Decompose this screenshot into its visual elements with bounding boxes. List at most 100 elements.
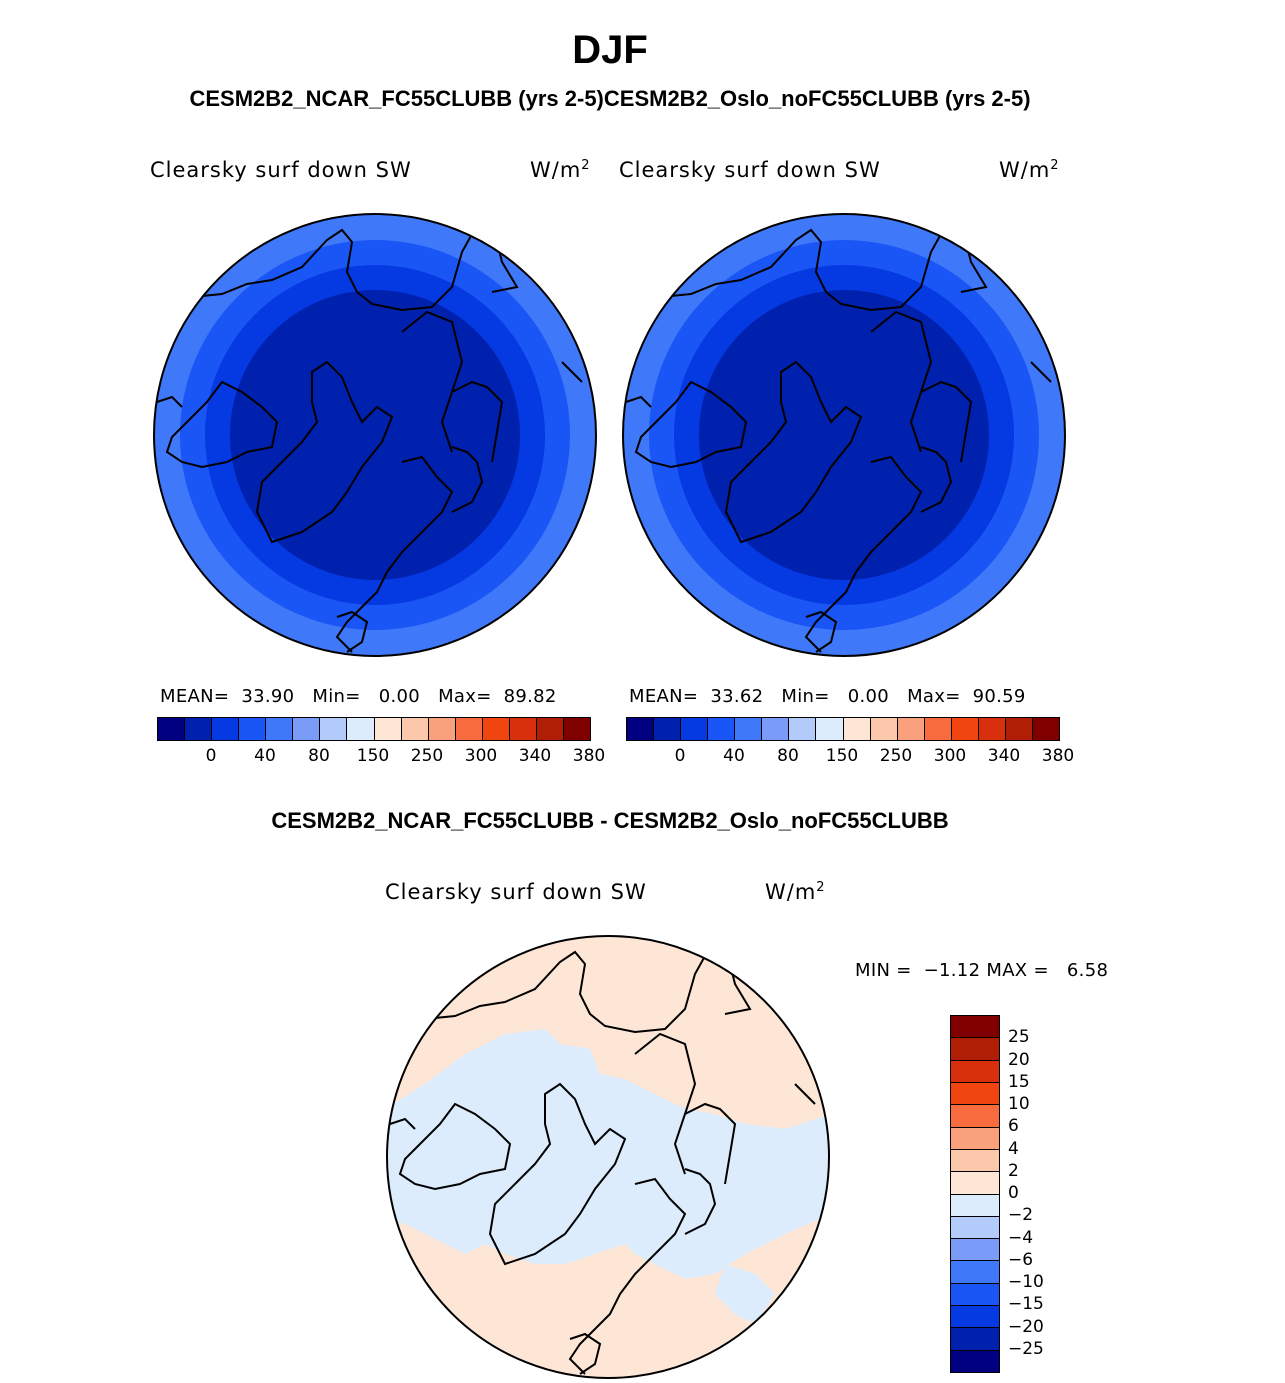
colorbar-swatch (427, 718, 455, 740)
panel1-polar-map (153, 213, 597, 657)
diff-colorbar-tick-label: 6 (1008, 1116, 1019, 1137)
diff-colorbar-swatch (951, 1215, 999, 1239)
colorbar-swatch (238, 718, 266, 740)
colorbar-swatch (869, 718, 897, 740)
difference-polar-map (386, 935, 830, 1379)
diff-colorbar-tick-label: 20 (1008, 1049, 1030, 1070)
diff-colorbar-swatch (951, 1171, 999, 1194)
colorbar-tick-label: 0 (674, 746, 686, 766)
diff-colorbar-swatch (951, 1327, 999, 1350)
panel1-coastlines (156, 228, 583, 653)
diff-colorbar-tick-label: −6 (1008, 1249, 1034, 1270)
colorbar-swatch (1031, 718, 1059, 740)
difference-units: W/m2 (765, 880, 826, 904)
diff-colorbar-swatch (951, 1193, 999, 1216)
panel2-variable-title: Clearsky surf down SW (619, 158, 881, 182)
colorbar-swatch (653, 718, 681, 740)
panel1-min-label: Min= (312, 686, 361, 707)
panel1-mean-value: 33.90 (241, 686, 295, 707)
colorbar-swatch (508, 718, 536, 740)
colorbar-tick-label: 150 (356, 746, 390, 766)
colorbar-swatch (923, 718, 951, 740)
colorbar-tick-label: 380 (572, 746, 606, 766)
colorbar-tick-label: 300 (933, 746, 967, 766)
diff-colorbar-swatch (951, 1081, 999, 1105)
diff-colorbar-swatch (951, 1037, 999, 1060)
panel2-mean-value: 33.62 (710, 686, 764, 707)
colorbar-tick-label: 340 (518, 746, 552, 766)
diff-colorbar-swatch (951, 1238, 999, 1261)
colorbar-swatch (184, 718, 212, 740)
difference-max-label: MAX = (986, 960, 1049, 981)
panel1-max-label: Max= (438, 686, 492, 707)
difference-coastlines (389, 950, 816, 1375)
panel2-band-core (699, 290, 989, 580)
difference-variable-title: Clearsky surf down SW (385, 880, 647, 904)
colorbar-swatch (896, 718, 924, 740)
panel1-min-value: 0.00 (378, 686, 421, 707)
difference-stats: MIN = −1.12 MAX = 6.58 (855, 960, 1108, 981)
figure-subtitle: CESM2B2_NCAR_FC55CLUBB (yrs 2-5)CESM2B2_… (189, 86, 1031, 111)
diff-colorbar-tick-label: −2 (1008, 1205, 1034, 1226)
panel1-band-core (230, 290, 520, 580)
colorbar-swatch (481, 718, 509, 740)
panel2-units-base: W/m (999, 158, 1051, 182)
colorbar-swatch (950, 718, 978, 740)
colorbar-tick-label: 40 (723, 746, 745, 766)
panel1-colorbar (157, 717, 591, 741)
diff-colorbar-tick-label: −15 (1008, 1294, 1044, 1315)
panel1-max-value: 89.82 (503, 686, 557, 707)
diff-colorbar-tick-label: 4 (1008, 1138, 1019, 1159)
diff-colorbar-swatch (951, 1305, 999, 1328)
colorbar-swatch (977, 718, 1005, 740)
colorbar-swatch (373, 718, 401, 740)
colorbar-swatch (788, 718, 816, 740)
colorbar-swatch (1004, 718, 1032, 740)
diff-colorbar-swatch (951, 1148, 999, 1172)
panel1-variable-title: Clearsky surf down SW (150, 158, 412, 182)
diff-colorbar-tick-label: −4 (1008, 1227, 1034, 1248)
panel2-stats: MEAN= 33.62 Min= 0.00 Max= 90.59 (629, 686, 1026, 707)
colorbar-tick-label: 250 (879, 746, 913, 766)
panel2-colorbar (626, 717, 1060, 741)
panel1-units-base: W/m (530, 158, 582, 182)
panel1-colorbar-labels: 0 40 80 150 250 300 340 380 (157, 746, 606, 770)
panel2-polar-map (622, 213, 1066, 657)
colorbar-swatch (680, 718, 708, 740)
diff-colorbar-tick-label: −10 (1008, 1272, 1044, 1292)
diff-colorbar-tick-label: 15 (1008, 1071, 1030, 1092)
diff-colorbar-swatch (951, 1126, 999, 1149)
colorbar-swatch (319, 718, 347, 740)
colorbar-swatch (707, 718, 735, 740)
difference-title: CESM2B2_NCAR_FC55CLUBB - CESM2B2_Oslo_no… (271, 808, 949, 833)
colorbar-swatch (734, 718, 762, 740)
panel1-mean-label: MEAN= (160, 686, 230, 707)
figure-title: DJF (572, 28, 648, 72)
panel2-max-label: Max= (907, 686, 961, 707)
diff-colorbar-tick-label: 2 (1008, 1160, 1019, 1181)
difference-negative-lobe (715, 1264, 775, 1324)
panel2-units-exp: 2 (1050, 158, 1060, 173)
panel2-colorbar-labels: 0 40 80 150 250 300 340 380 (626, 746, 1075, 770)
colorbar-swatch (292, 718, 320, 740)
panel2-units: W/m2 (999, 158, 1060, 182)
diff-colorbar-swatch (951, 1349, 999, 1372)
difference-min-label: MIN = (855, 960, 912, 981)
colorbar-tick-label: 300 (464, 746, 498, 766)
difference-min-value: −1.12 (923, 960, 981, 981)
colorbar-tick-label: 340 (987, 746, 1021, 766)
panel2-mean-label: MEAN= (629, 686, 699, 707)
colorbar-tick-label: 150 (825, 746, 859, 766)
colorbar-tick-label: 380 (1041, 746, 1075, 766)
colorbar-swatch (562, 718, 590, 740)
colorbar-tick-label: 80 (308, 746, 330, 766)
colorbar-swatch (815, 718, 843, 740)
diff-colorbar-tick-label: 25 (1008, 1027, 1030, 1048)
panel1-stats: MEAN= 33.90 Min= 0.00 Max= 89.82 (160, 686, 557, 707)
diff-colorbar-swatch (951, 1282, 999, 1306)
difference-negative-region (387, 1029, 829, 1279)
colorbar-swatch (211, 718, 239, 740)
colorbar-swatch (842, 718, 870, 740)
colorbar-tick-label: 250 (410, 746, 444, 766)
diff-colorbar-tick-label: −25 (1008, 1338, 1044, 1359)
